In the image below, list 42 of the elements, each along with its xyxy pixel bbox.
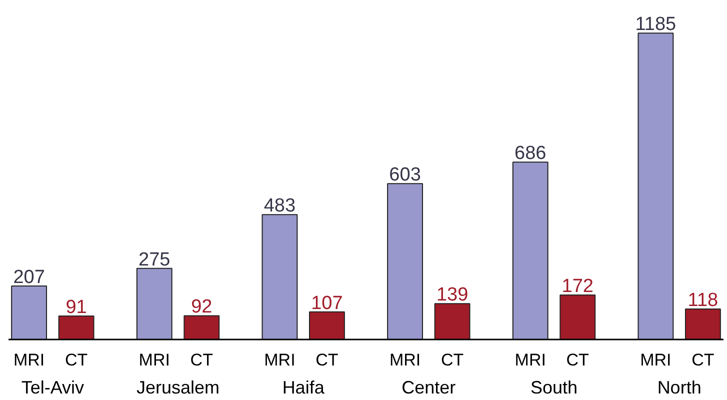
text: CT bbox=[316, 350, 338, 370]
data-label: 275 bbox=[138, 249, 170, 270]
bar bbox=[684, 308, 721, 340]
text: MRI bbox=[389, 350, 421, 370]
x-tick-label: Haifa bbox=[282, 378, 326, 398]
data-label: 172 bbox=[562, 276, 594, 298]
text: MRI bbox=[264, 350, 296, 370]
x-tick-label: Center bbox=[402, 378, 456, 398]
bar bbox=[309, 311, 345, 340]
data-label: 686 bbox=[514, 143, 546, 164]
data-label: 118 bbox=[688, 290, 718, 311]
data-label: 107 bbox=[311, 292, 343, 314]
series-label: CT bbox=[64, 350, 88, 370]
text: CT bbox=[440, 350, 464, 370]
bar bbox=[262, 214, 298, 340]
series-label: MRI bbox=[13, 350, 45, 370]
bar bbox=[638, 32, 674, 340]
text: MRI bbox=[138, 350, 170, 370]
x-tick-label: South bbox=[530, 378, 578, 398]
data-label: 92 bbox=[191, 296, 212, 318]
text: MRI bbox=[514, 350, 546, 370]
text: MRI bbox=[640, 350, 672, 370]
data-label: 603 bbox=[389, 164, 421, 186]
bar bbox=[184, 315, 220, 340]
bar bbox=[560, 294, 596, 340]
bar bbox=[434, 303, 470, 340]
bar bbox=[512, 162, 548, 340]
x-tick-label: Jerusalem bbox=[136, 378, 220, 398]
data-label: 483 bbox=[264, 196, 296, 217]
bar bbox=[58, 315, 94, 340]
bar bbox=[11, 285, 48, 340]
data-label: 1185 bbox=[635, 14, 676, 36]
data-label: 91 bbox=[66, 296, 87, 318]
x-tick-label: North bbox=[657, 378, 702, 398]
x-tick-label: Tel-Aviv bbox=[21, 378, 84, 398]
data-label: 139 bbox=[436, 284, 468, 306]
data-label: 207 bbox=[13, 266, 45, 288]
bar bbox=[136, 268, 172, 340]
text: CT bbox=[692, 350, 714, 370]
text: CT bbox=[566, 350, 589, 370]
text: CT bbox=[190, 350, 213, 370]
bar bbox=[387, 183, 423, 340]
